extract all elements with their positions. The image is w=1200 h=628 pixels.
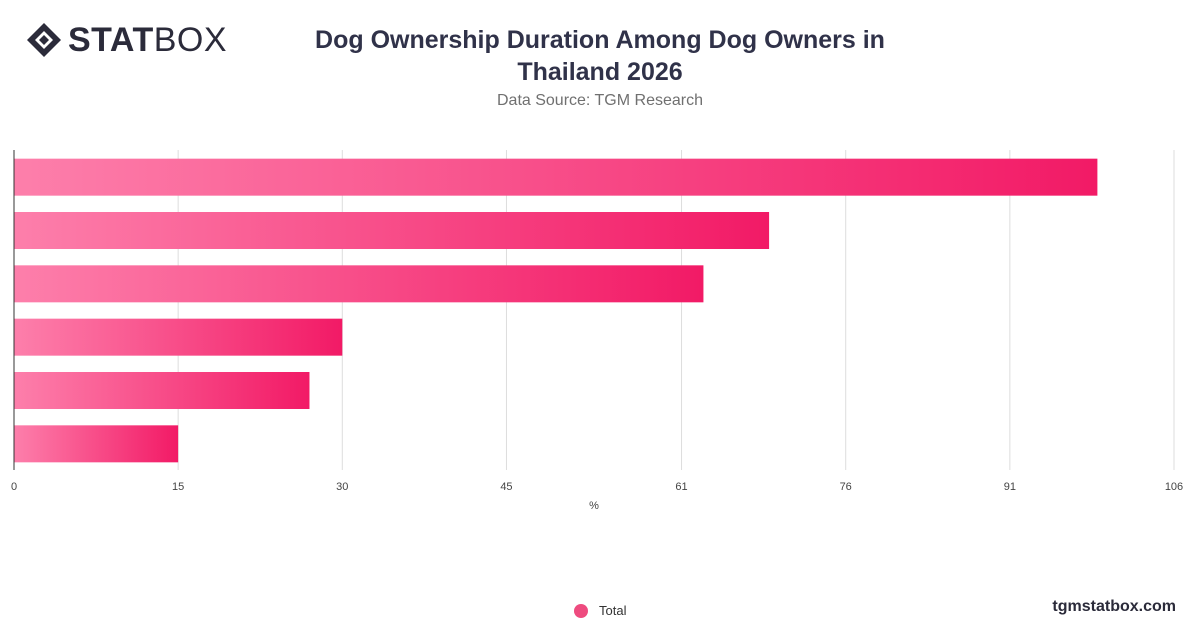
logo-light-text: BOX: [153, 21, 228, 59]
bars: [14, 158, 1098, 463]
axes: 0 15 30 45 61 76 91 106: [11, 150, 1183, 493]
x-tick-label: 91: [1004, 481, 1016, 493]
statbox-diamond-icon: [27, 23, 61, 57]
site-credit: tgmstatbox.com: [1052, 598, 1176, 615]
legend[interactable]: Total: [574, 603, 626, 618]
x-axis-label: %: [589, 500, 599, 512]
x-tick-label: 45: [500, 481, 512, 493]
chart-subtitle: Data Source: TGM Research: [496, 92, 703, 109]
x-tick-label: 106: [1165, 481, 1183, 493]
gridlines: [177, 150, 1175, 470]
bar-chart: 0 15 30 45 61 76 91 106 %: [11, 150, 1183, 512]
legend-marker-icon: [574, 603, 588, 618]
bar[interactable]: [14, 372, 310, 409]
bar[interactable]: [14, 158, 1098, 196]
bar[interactable]: [14, 212, 770, 249]
bar[interactable]: [14, 318, 343, 356]
x-tick-label: 30: [336, 481, 348, 493]
statbox-logo: STATBOX: [26, 22, 227, 58]
chart-title: Dog Ownership Duration Among Dog Owners …: [315, 26, 885, 86]
x-tick-label: 15: [172, 481, 184, 493]
logo-wordmark: STATBOX: [68, 22, 227, 58]
logo-bold-text: STAT: [68, 21, 154, 59]
legend-label: Total: [599, 603, 627, 618]
bar[interactable]: [14, 425, 179, 463]
bar[interactable]: [14, 265, 704, 303]
x-tick-label: 76: [840, 481, 852, 493]
x-tick-label: 61: [675, 481, 687, 493]
x-tick-label: 0: [11, 481, 17, 493]
